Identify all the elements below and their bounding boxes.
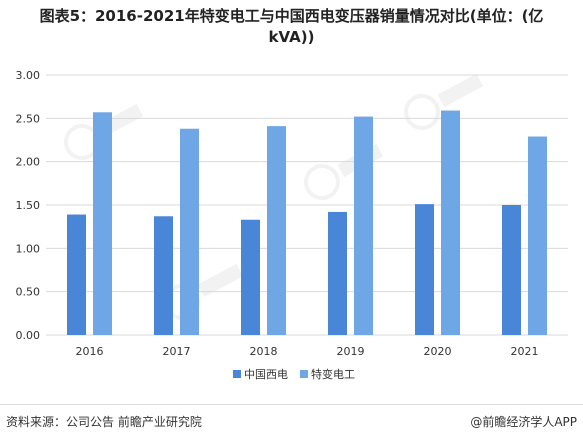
legend-swatch	[233, 370, 241, 378]
brand-credit: @前瞻经济学人APP	[470, 415, 577, 429]
bar-series1	[241, 219, 260, 335]
x-tick-label: 2019	[337, 345, 365, 358]
bar-series2	[93, 112, 112, 336]
chart-title-line1: 图表5：2016-2021年特变电工与中国西电变压器销量情况对比(单位：(亿	[39, 7, 544, 25]
y-tick-label: 1.50	[16, 199, 41, 212]
bar-series2	[267, 126, 286, 335]
bar-series1	[415, 204, 434, 335]
y-tick-label: 1.00	[16, 242, 41, 255]
chart-title: 图表5：2016-2021年特变电工与中国西电变压器销量情况对比(单位：(亿 k…	[0, 6, 583, 48]
legend-label: 中国西电	[244, 368, 288, 381]
y-tick-label: 2.50	[16, 112, 41, 125]
x-tick-label: 2020	[424, 345, 452, 358]
x-tick-label: 2018	[250, 345, 278, 358]
bar-chart: 0.00 0.50 1.00 1.50 2.00 2.50 3.00 2016 2017 2018…	[16, 69, 568, 381]
y-tick-label: 2.00	[16, 156, 41, 169]
y-tick-label: 3.00	[16, 69, 41, 82]
footer: 资料来源：公司公告 前瞻产业研究院 @前瞻经济学人APP	[0, 404, 583, 441]
x-tick-label: 2021	[511, 345, 539, 358]
bar-series2	[354, 116, 373, 335]
bar-series2	[180, 128, 199, 335]
legend-label: 特变电工	[311, 367, 355, 381]
bar-series1	[502, 205, 521, 335]
y-tick-label: 0.50	[16, 286, 41, 299]
bar-series2	[441, 110, 460, 336]
x-tick-label: 2017	[163, 345, 191, 358]
bar-series2	[528, 136, 547, 335]
bar-series1	[67, 214, 86, 335]
bar-series1	[154, 216, 173, 335]
x-tick-label: 2016	[76, 345, 104, 358]
chart-title-line2: kVA))	[268, 28, 315, 46]
y-tick-label: 0.00	[16, 329, 41, 342]
legend-swatch	[300, 370, 308, 378]
bar-series1	[328, 211, 347, 335]
source-note: 资料来源：公司公告 前瞻产业研究院	[6, 415, 202, 429]
